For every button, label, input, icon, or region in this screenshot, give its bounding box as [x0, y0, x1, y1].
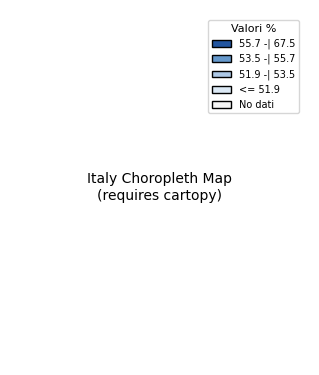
Text: Italy Choropleth Map
(requires cartopy): Italy Choropleth Map (requires cartopy): [87, 172, 232, 202]
Legend: 55.7 -| 67.5, 53.5 -| 55.7, 51.9 -| 53.5, <= 51.9, No dati: 55.7 -| 67.5, 53.5 -| 55.7, 51.9 -| 53.5…: [208, 20, 299, 114]
